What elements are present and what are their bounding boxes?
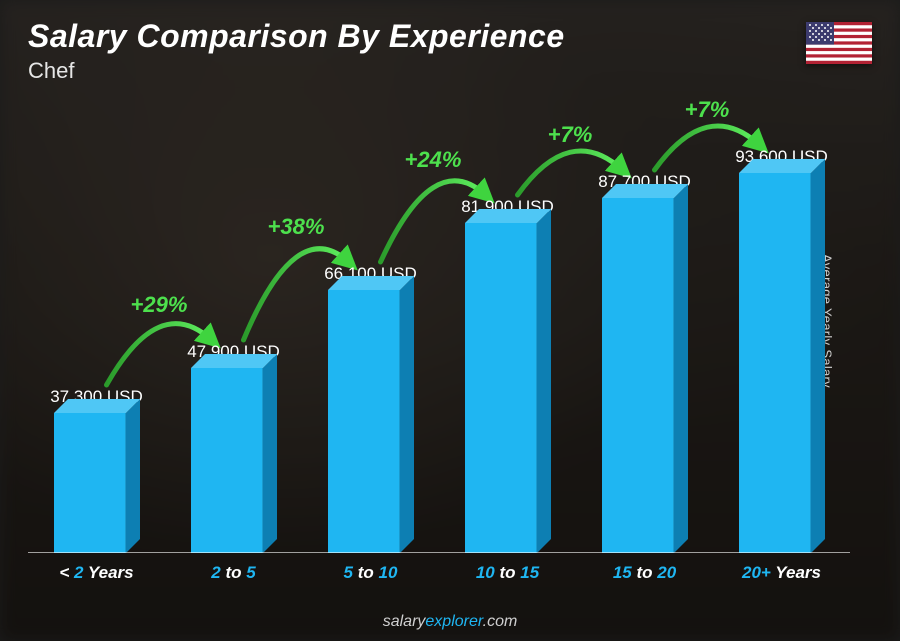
chart-subtitle: Chef <box>28 58 74 84</box>
x-axis-label: 20+ Years <box>713 563 850 583</box>
bars-container: 37,300 USD47,900 USD66,100 USD81,900 USD… <box>28 133 850 553</box>
bar-slot: 47,900 USD <box>165 342 302 553</box>
bar-3d <box>465 223 551 553</box>
content-layer: Salary Comparison By Experience Chef Ave… <box>0 0 900 641</box>
bar-slot: 66,100 USD <box>302 264 439 553</box>
attribution: salaryexplorer.com <box>383 613 518 631</box>
attribution-suffix: .com <box>483 613 518 630</box>
bar-slot: 37,300 USD <box>28 387 165 553</box>
bar-3d <box>191 368 277 553</box>
attribution-accent: explorer <box>425 613 482 630</box>
x-axis-label: 10 to 15 <box>439 563 576 583</box>
chart-baseline <box>28 551 850 553</box>
x-axis-labels: < 2 Years2 to 55 to 1010 to 1515 to 2020… <box>28 563 850 583</box>
x-axis-label: 5 to 10 <box>302 563 439 583</box>
increase-pct-label: +7% <box>685 100 730 122</box>
bar-3d <box>54 413 140 553</box>
x-axis-label: < 2 Years <box>28 563 165 583</box>
chart-title: Salary Comparison By Experience <box>28 18 565 55</box>
bar-3d <box>328 290 414 553</box>
bar-3d <box>602 198 688 553</box>
bar-chart: +29%+38%+24%+7%+7% 37,300 USD47,900 USD6… <box>28 100 850 583</box>
attribution-prefix: salary <box>383 613 426 630</box>
bar-3d <box>739 173 825 553</box>
bar-slot: 87,700 USD <box>576 172 713 553</box>
flag-icon <box>806 22 872 64</box>
bar-slot: 81,900 USD <box>439 197 576 553</box>
x-axis-label: 15 to 20 <box>576 563 713 583</box>
x-axis-label: 2 to 5 <box>165 563 302 583</box>
bar-slot: 93,600 USD <box>713 147 850 553</box>
